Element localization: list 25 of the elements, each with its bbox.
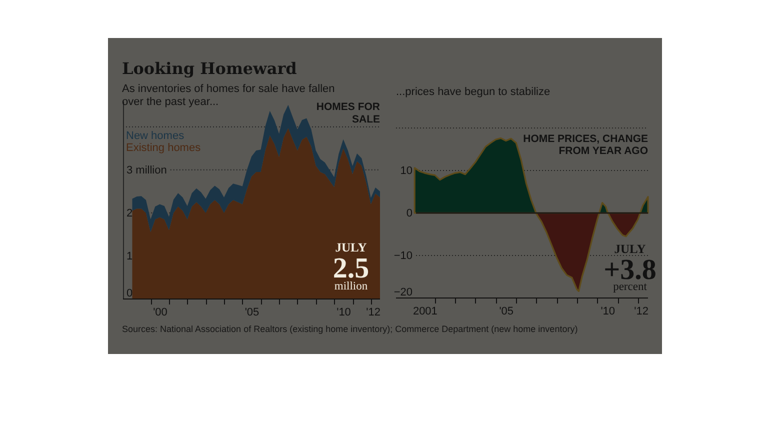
y-axis-title: HOME PRICES, CHANGE FROM YEAR AGO: [523, 133, 648, 157]
y-tick-label: −10: [394, 250, 412, 262]
source-note: Sources: National Association of Realtors (existing home inventory); Commerce Department (new home inventory): [122, 324, 578, 334]
chart-title: Looking Homeward: [122, 59, 297, 78]
y-axis-title: HOMES FOR SALE: [316, 101, 380, 126]
y-tick-label: −20: [394, 286, 412, 298]
annotation: JULY 2.5 million: [332, 240, 370, 292]
text: New homes: [126, 130, 185, 142]
y-tick-label: 10: [400, 165, 412, 177]
x-tick-label: 2001: [412, 306, 438, 318]
x-tick-label: '05: [499, 306, 514, 318]
x-tick-label: '00: [153, 306, 168, 318]
y-tick-label: 0: [126, 288, 133, 300]
x-tick-label: '05: [244, 306, 260, 318]
x-tick-label: '12: [366, 306, 380, 318]
annotation: JULY +3.8 percent: [604, 242, 656, 293]
y-tick-label: 3 million: [126, 164, 167, 176]
y-tick-label: 1: [126, 250, 133, 262]
chart-subtitle: ...prices have begun to stabilize: [396, 86, 550, 98]
y-tick-label: 2: [126, 207, 133, 220]
x-tick-label: '10: [336, 306, 351, 318]
text: Existing homes: [126, 142, 202, 154]
x-tick-label: '10: [600, 306, 616, 318]
y-tick-label: 0: [406, 208, 412, 220]
x-tick-label: '12: [634, 306, 648, 318]
